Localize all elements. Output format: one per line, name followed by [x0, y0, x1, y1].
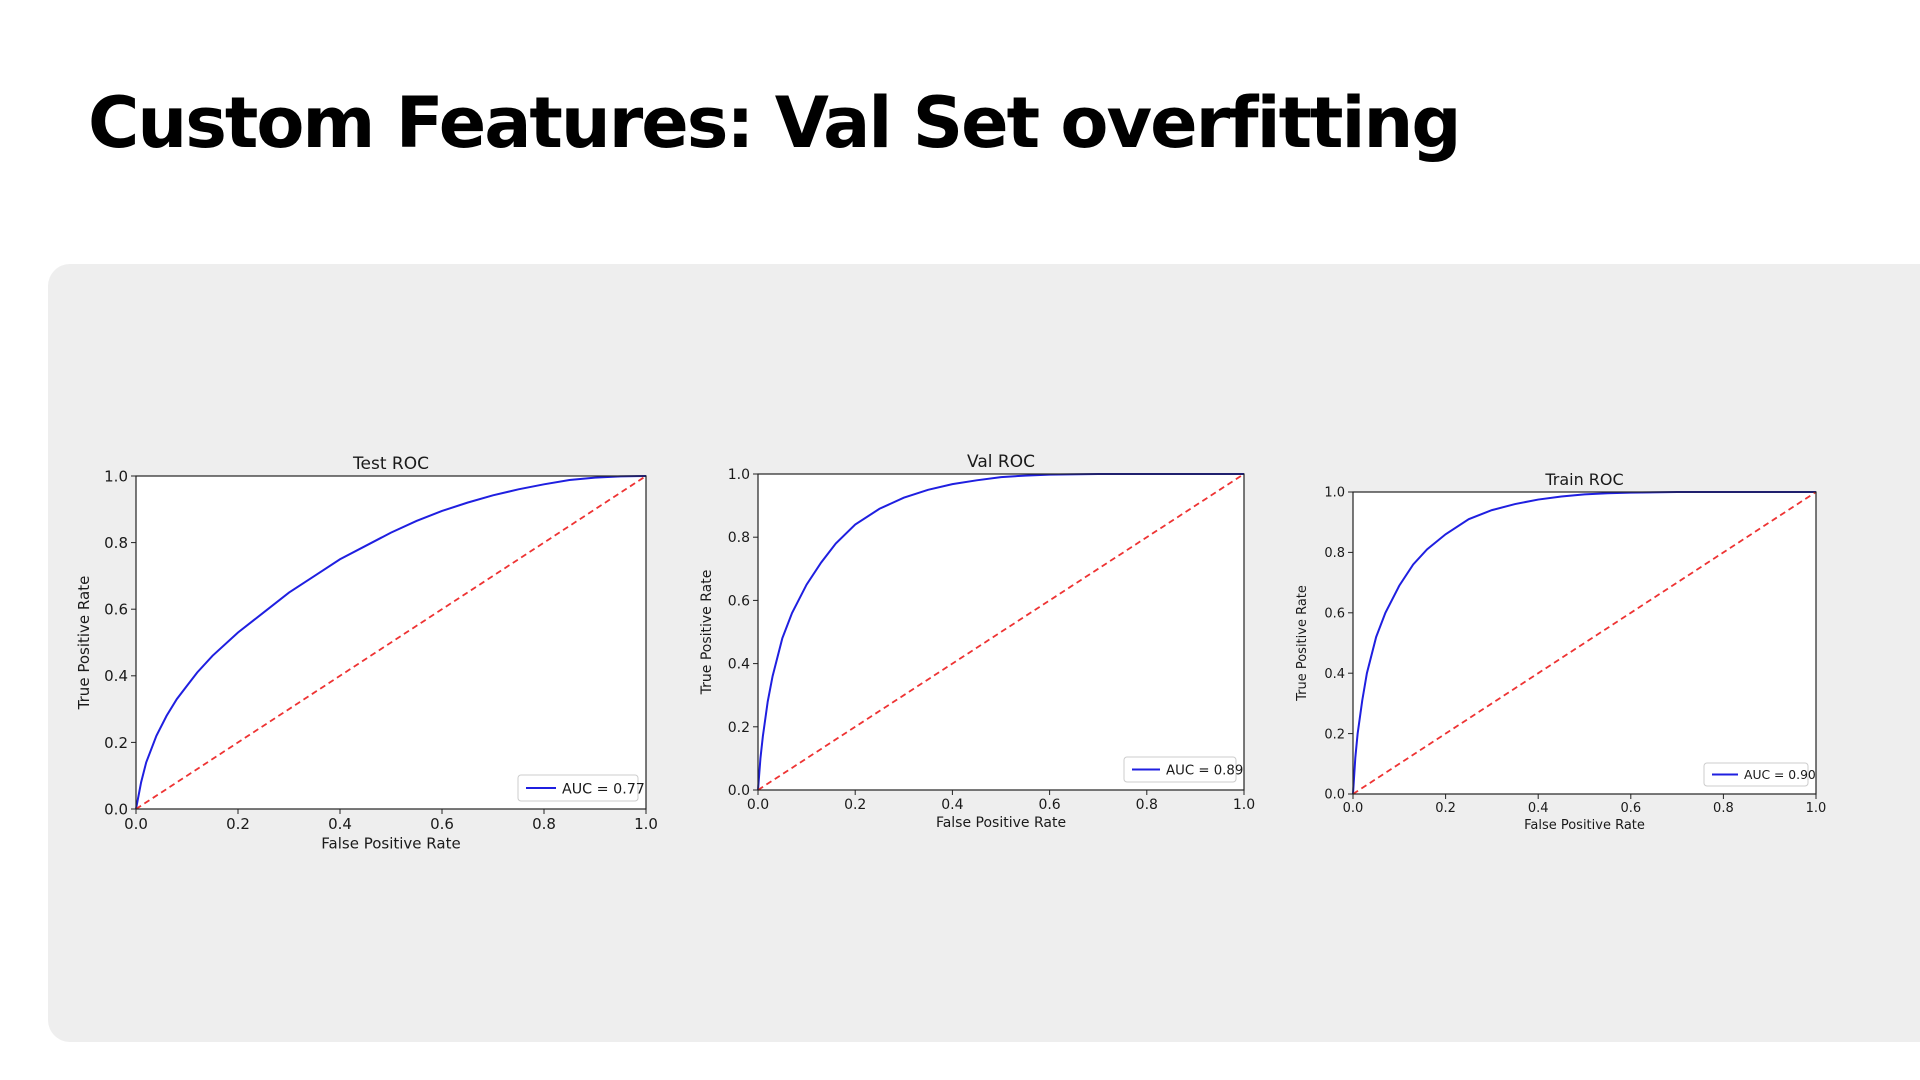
- x-tick-label: 0.8: [532, 815, 556, 833]
- y-tick-label: 1.0: [104, 467, 128, 485]
- y-tick-label: 0.8: [1324, 546, 1345, 561]
- plot-frame: [757, 473, 1245, 791]
- chart-title: Test ROC: [352, 454, 429, 474]
- y-tick-label: 0.8: [104, 534, 128, 552]
- x-tick-label: 1.0: [634, 815, 658, 833]
- y-tick-label: 0.0: [1324, 788, 1345, 803]
- y-tick-label: 0.8: [728, 530, 750, 546]
- legend: AUC = 0.89: [1123, 756, 1243, 783]
- y-tick-label: 0.4: [728, 657, 750, 673]
- x-tick-label: 0.6: [1620, 801, 1641, 816]
- chance-diagonal-line: [135, 475, 647, 810]
- legend-box: [517, 774, 639, 802]
- x-tick-label: 0.8: [1713, 801, 1734, 816]
- roc-chart-train: 0.0 0.2 0.4 0.6 0.8 1.0 0.0 0.2 0.4 0.6 0.8 1.0 Trai…: [1295, 470, 1827, 833]
- x-tick-label: 0.6: [1038, 797, 1060, 813]
- y-tick-label: 0.0: [104, 800, 128, 818]
- legend-label: AUC = 0.89: [1166, 764, 1243, 779]
- chance-diagonal-line: [1352, 491, 1817, 795]
- x-tick-label: 0.0: [124, 815, 148, 833]
- y-axis-label: True Positive Rate: [75, 576, 93, 711]
- plot-frame: [1352, 491, 1817, 795]
- x-tick-label: 1.0: [1806, 801, 1827, 816]
- y-tick-label: 0.0: [728, 783, 750, 799]
- x-tick-label: 0.0: [1343, 801, 1364, 816]
- x-tick-label: 0.2: [226, 815, 250, 833]
- legend-label: AUC = 0.77: [562, 781, 645, 797]
- x-tick-label: 0.0: [747, 797, 769, 813]
- roc-curve-line: [135, 475, 647, 810]
- chart-title: Train ROC: [1544, 470, 1623, 489]
- roc-chart-val: 0.0 0.2 0.4 0.6 0.8 1.0 0.0 0.2 0.4 0.6 0.8 1.0 Val …: [699, 452, 1255, 831]
- y-tick-label: 0.4: [104, 667, 128, 685]
- x-tick-label: 0.4: [941, 797, 963, 813]
- y-tick-label: 0.2: [728, 720, 750, 736]
- x-tick-label: 0.6: [430, 815, 454, 833]
- legend: AUC = 0.90: [1703, 762, 1816, 787]
- legend-box: [1123, 756, 1237, 783]
- y-axis-label: True Positive Rate: [699, 570, 715, 696]
- chart-title: Val ROC: [967, 452, 1035, 472]
- y-axis-label: True Positive Rate: [1295, 585, 1310, 702]
- x-tick-label: 0.4: [328, 815, 352, 833]
- x-axis-label: False Positive Rate: [321, 835, 460, 853]
- chance-diagonal-line: [757, 473, 1245, 791]
- x-tick-label: 0.2: [844, 797, 866, 813]
- y-tick-label: 1.0: [728, 467, 750, 483]
- x-axis-label: False Positive Rate: [1524, 818, 1645, 833]
- x-tick-label: 0.2: [1435, 801, 1456, 816]
- x-tick-label: 0.4: [1528, 801, 1549, 816]
- x-tick-label: 0.8: [1136, 797, 1158, 813]
- legend-label: AUC = 0.90: [1744, 768, 1816, 782]
- x-tick-label: 1.0: [1233, 797, 1255, 813]
- x-axis-label: False Positive Rate: [936, 815, 1066, 831]
- y-tick-label: 0.6: [728, 593, 750, 609]
- y-tick-label: 1.0: [1324, 486, 1345, 501]
- legend-box: [1703, 762, 1809, 787]
- plot-frame: [135, 475, 647, 810]
- page-title: Custom Features: Val Set overfitting: [88, 82, 1461, 164]
- y-tick-label: 0.6: [104, 601, 128, 619]
- y-tick-label: 0.2: [1324, 727, 1345, 742]
- y-tick-label: 0.2: [104, 734, 128, 752]
- roc-chart-test: 0.0 0.2 0.4 0.6 0.8 1.0 0.0 0.2 0.4 0.6 0.8 1.0 Test…: [75, 454, 658, 853]
- y-tick-label: 0.4: [1324, 667, 1345, 682]
- y-tick-label: 0.6: [1324, 606, 1345, 621]
- legend: AUC = 0.77: [517, 774, 645, 802]
